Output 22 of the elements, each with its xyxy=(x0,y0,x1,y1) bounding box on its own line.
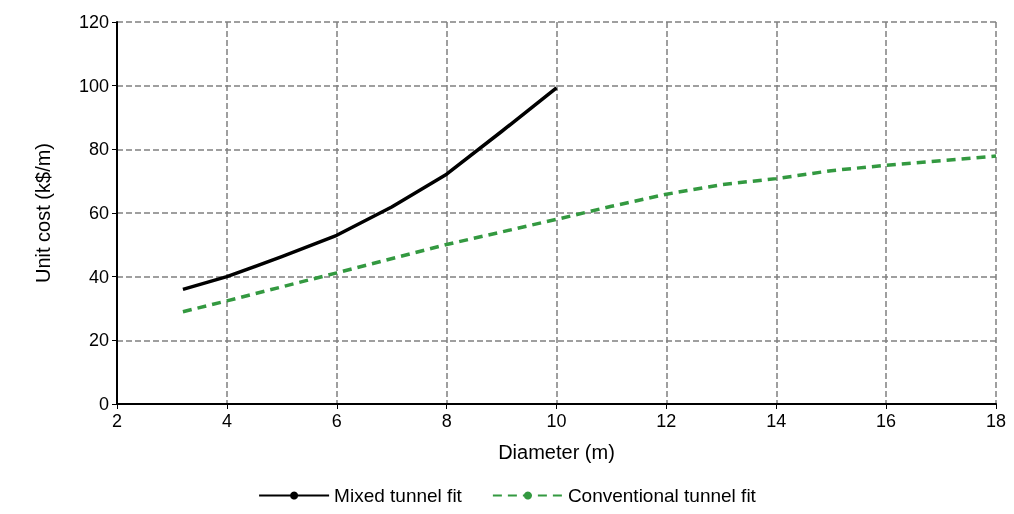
legend-label: Conventional tunnel fit xyxy=(567,485,757,506)
y-tick-label: 20 xyxy=(88,330,109,351)
x-tick-label: 8 xyxy=(441,411,452,431)
x-tick-label: 18 xyxy=(985,411,1007,431)
y-tick-label: 0 xyxy=(98,394,109,414)
x-tick-label: 14 xyxy=(766,411,787,431)
line-series xyxy=(181,154,998,314)
x-tick-label: 6 xyxy=(331,411,342,431)
x-axis-title: Diameter (m) xyxy=(498,441,615,463)
x-tick-label: 12 xyxy=(656,411,677,431)
legend-label: Mixed tunnel fit xyxy=(334,485,463,506)
x-tick-label: 4 xyxy=(221,411,232,431)
x-tick-label: 16 xyxy=(876,411,897,431)
y-tick-label: 120 xyxy=(78,12,109,32)
y-tick-label: 40 xyxy=(88,266,109,287)
line-series xyxy=(181,86,559,292)
x-tick-label: 2 xyxy=(111,411,123,431)
y-axis-title: Unit cost (k$/m) xyxy=(32,142,54,284)
y-tick-label: 100 xyxy=(78,75,109,96)
y-tick-label: 80 xyxy=(88,139,109,160)
x-tick-label: 10 xyxy=(546,411,567,431)
y-tick-label: 60 xyxy=(88,203,109,223)
